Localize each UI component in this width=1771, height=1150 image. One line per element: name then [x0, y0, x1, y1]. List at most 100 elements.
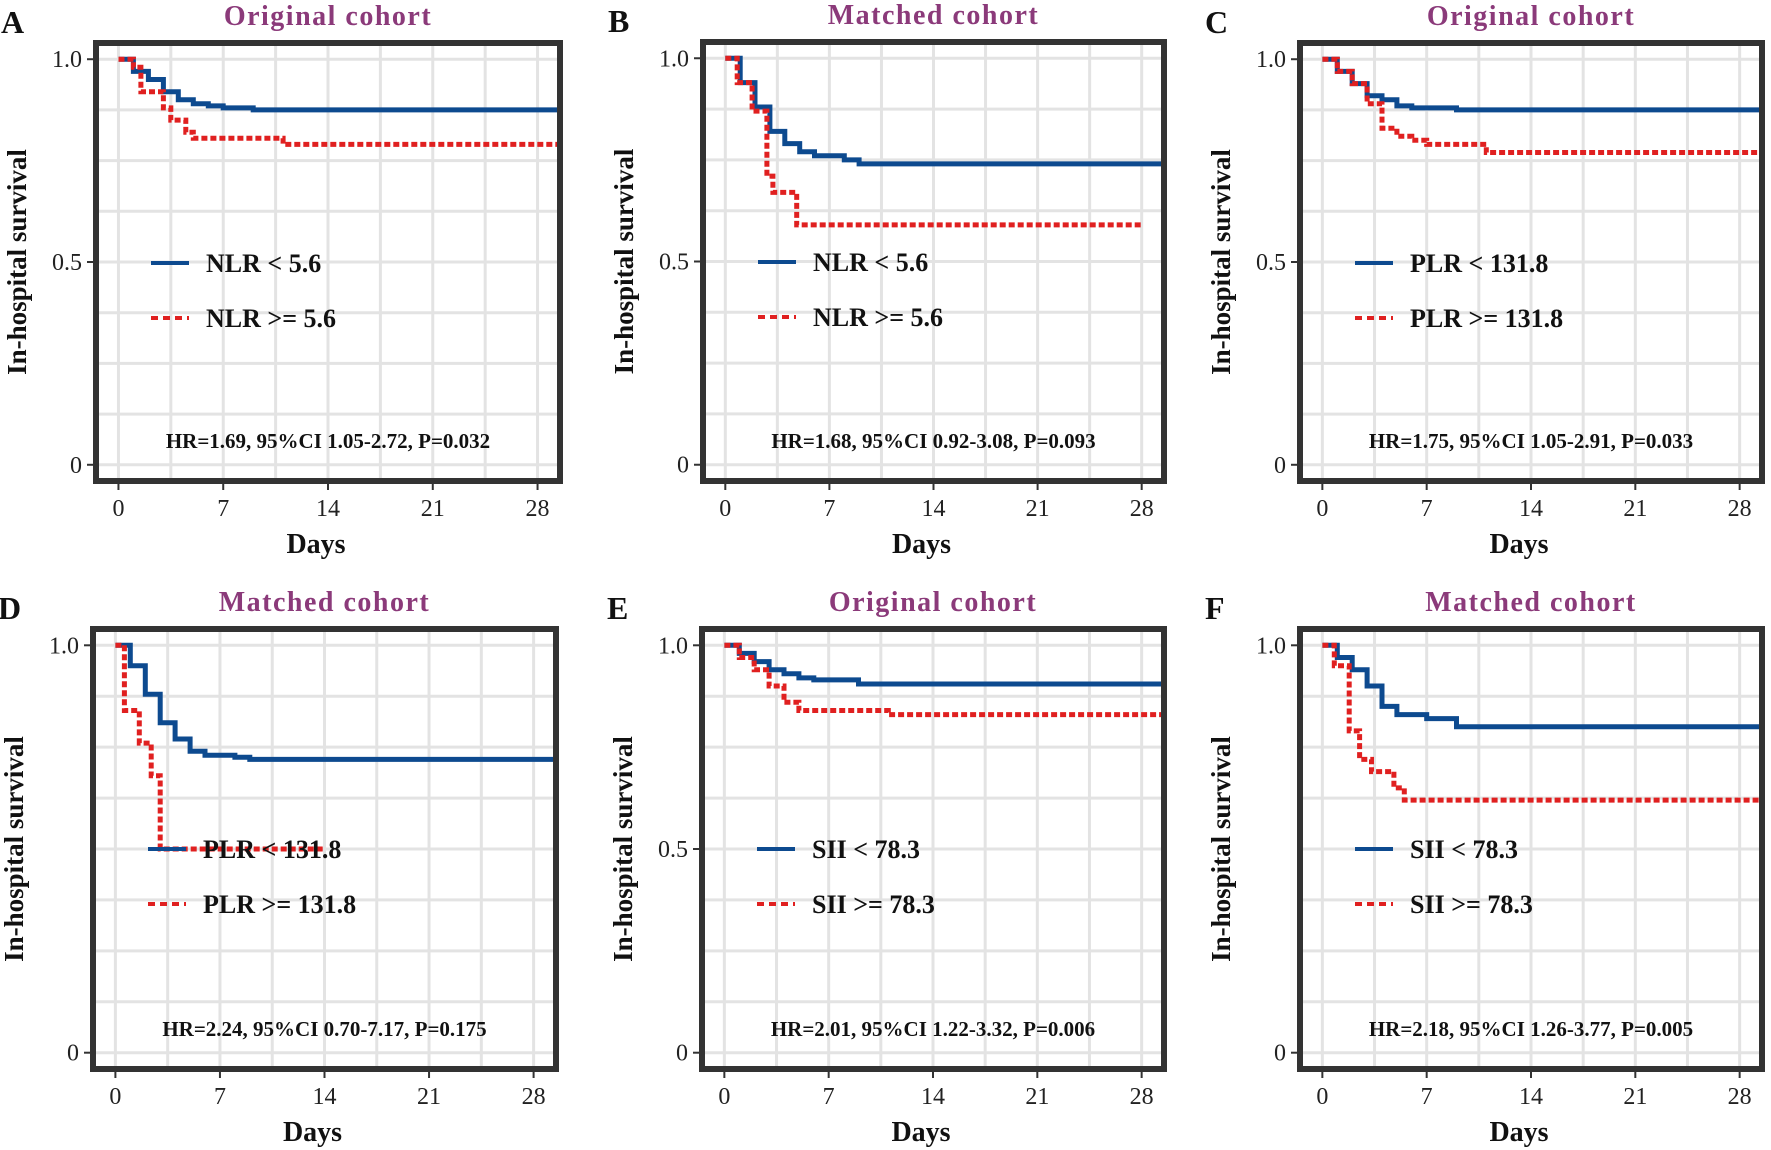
km-curve-high — [725, 55, 1142, 228]
km-curve-high — [724, 642, 1164, 718]
y-tick-label: 0 — [1274, 453, 1286, 479]
legend-label-high: SII >= 78.3 — [1410, 890, 1533, 919]
panel-title: Original cohort — [224, 1, 432, 32]
y-tick-label: 0 — [1274, 1041, 1286, 1067]
legend-label-low: NLR < 5.6 — [206, 249, 321, 278]
y-tick-label: 0.5 — [52, 250, 82, 276]
x-tick-label: 14 — [921, 1084, 945, 1110]
y-axis-label: In-hospital survival — [609, 148, 639, 374]
y-tick-label: 0.5 — [1256, 250, 1286, 276]
panel-f: 0 7 14 21 28 0 1.0 F Matched cohort In-hospital s… — [1205, 587, 1765, 1148]
legend-label-low: NLR < 5.6 — [813, 248, 928, 277]
km-curve-low — [724, 642, 1164, 687]
hazard-ratio-annotation: HR=1.68, 95%CI 0.92-3.08, P=0.093 — [771, 429, 1095, 453]
panel-letter: D — [0, 590, 21, 626]
x-tick-label: 7 — [1421, 1084, 1433, 1110]
panel-e: 0 7 14 21 28 0 0.5 1.0 E Original cohort In-hospit… — [607, 587, 1167, 1148]
km-curve-low — [115, 642, 556, 762]
x-axis-label: Days — [283, 1117, 342, 1148]
x-tick-label: 21 — [421, 496, 445, 522]
x-axis-label: Days — [1489, 1117, 1548, 1148]
y-tick-label: 1.0 — [52, 47, 82, 73]
panel-letter: E — [607, 590, 628, 626]
km-curve-high — [1322, 56, 1762, 155]
hazard-ratio-annotation: HR=2.01, 95%CI 1.22-3.32, P=0.006 — [771, 1017, 1095, 1041]
legend-label-high: NLR >= 5.6 — [206, 304, 336, 333]
legend-label-high: SII >= 78.3 — [812, 890, 935, 919]
x-tick-label: 7 — [1421, 496, 1433, 522]
panel-title: Original cohort — [1427, 1, 1635, 32]
plot-frame — [90, 626, 559, 1072]
x-tick-label: 0 — [112, 496, 124, 522]
km-curve-low — [1322, 56, 1762, 113]
panel-title: Matched cohort — [828, 0, 1040, 31]
legend-label-high: PLR >= 131.8 — [203, 890, 356, 919]
hazard-ratio-annotation: HR=1.75, 95%CI 1.05-2.91, P=0.033 — [1369, 429, 1693, 453]
x-tick-label: 0 — [718, 1084, 730, 1110]
y-axis-label: In-hospital survival — [1206, 149, 1236, 375]
x-tick-label: 21 — [1026, 496, 1050, 522]
x-tick-label: 21 — [1623, 496, 1647, 522]
hazard-ratio-annotation: HR=2.18, 95%CI 1.26-3.77, P=0.005 — [1369, 1017, 1693, 1041]
panel-letter: F — [1205, 590, 1225, 626]
x-tick-label: 0 — [1316, 1084, 1328, 1110]
panel-b: 0 7 14 21 28 0 0.5 1.0 B Matched cohort In-hospita… — [608, 0, 1167, 560]
y-tick-label: 1.0 — [1256, 47, 1286, 73]
km-curve-high — [1322, 642, 1762, 803]
x-tick-label: 28 — [1728, 496, 1752, 522]
x-tick-label: 0 — [109, 1084, 121, 1110]
x-axis-label: Days — [891, 1117, 950, 1148]
legend-label-high: PLR >= 131.8 — [1410, 304, 1563, 333]
x-tick-label: 28 — [522, 1084, 546, 1110]
legend-label-low: SII < 78.3 — [1410, 835, 1518, 864]
legend-label-low: PLR < 131.8 — [203, 835, 341, 864]
x-tick-label: 7 — [217, 496, 229, 522]
x-axis-label: Days — [1489, 529, 1548, 560]
y-tick-label: 1.0 — [49, 633, 79, 659]
panel-title: Original cohort — [829, 587, 1037, 618]
x-tick-label: 14 — [313, 1084, 337, 1110]
y-tick-label: 0 — [677, 453, 689, 479]
x-tick-label: 28 — [1130, 1084, 1154, 1110]
panel-d: 0 7 14 21 28 0 1.0 D Matched cohort In-hospital s… — [0, 587, 559, 1148]
x-tick-label: 14 — [922, 496, 946, 522]
y-tick-label: 1.0 — [1256, 633, 1286, 659]
y-tick-label: 0 — [70, 453, 82, 479]
y-axis-label: In-hospital survival — [0, 736, 29, 962]
x-tick-label: 21 — [1623, 1084, 1647, 1110]
panel-letter: A — [1, 4, 24, 40]
x-tick-label: 14 — [1519, 1084, 1543, 1110]
y-tick-label: 0.5 — [659, 250, 689, 276]
x-tick-label: 28 — [526, 496, 550, 522]
hazard-ratio-annotation: HR=1.69, 95%CI 1.05-2.72, P=0.032 — [166, 429, 490, 453]
x-tick-label: 21 — [417, 1084, 441, 1110]
y-tick-label: 0.5 — [658, 837, 688, 863]
y-tick-label: 0 — [67, 1041, 79, 1067]
y-tick-label: 0 — [676, 1041, 688, 1067]
y-axis-label: In-hospital survival — [2, 149, 32, 375]
km-curve-high — [118, 56, 560, 147]
x-tick-label: 0 — [1316, 496, 1328, 522]
x-tick-label: 7 — [214, 1084, 226, 1110]
x-tick-label: 7 — [823, 496, 835, 522]
x-tick-label: 14 — [1519, 496, 1543, 522]
panel-letter: B — [608, 3, 629, 39]
plot-frame — [1297, 40, 1765, 484]
x-tick-label: 7 — [823, 1084, 835, 1110]
panel-letter: C — [1205, 4, 1228, 40]
legend-label-low: SII < 78.3 — [812, 835, 920, 864]
legend-label-high: NLR >= 5.6 — [813, 303, 943, 332]
x-tick-label: 14 — [316, 496, 340, 522]
x-tick-label: 21 — [1025, 1084, 1049, 1110]
km-curve-high — [115, 642, 325, 852]
y-tick-label: 1.0 — [658, 633, 688, 659]
y-tick-label: 1.0 — [659, 46, 689, 72]
plot-frame — [93, 40, 563, 484]
plot-frame — [1297, 626, 1765, 1072]
x-tick-label: 28 — [1130, 496, 1154, 522]
km-curve-low — [1322, 642, 1762, 730]
x-tick-label: 0 — [719, 496, 731, 522]
x-axis-label: Days — [892, 529, 951, 560]
hazard-ratio-annotation: HR=2.24, 95%CI 0.70-7.17, P=0.175 — [162, 1017, 486, 1041]
